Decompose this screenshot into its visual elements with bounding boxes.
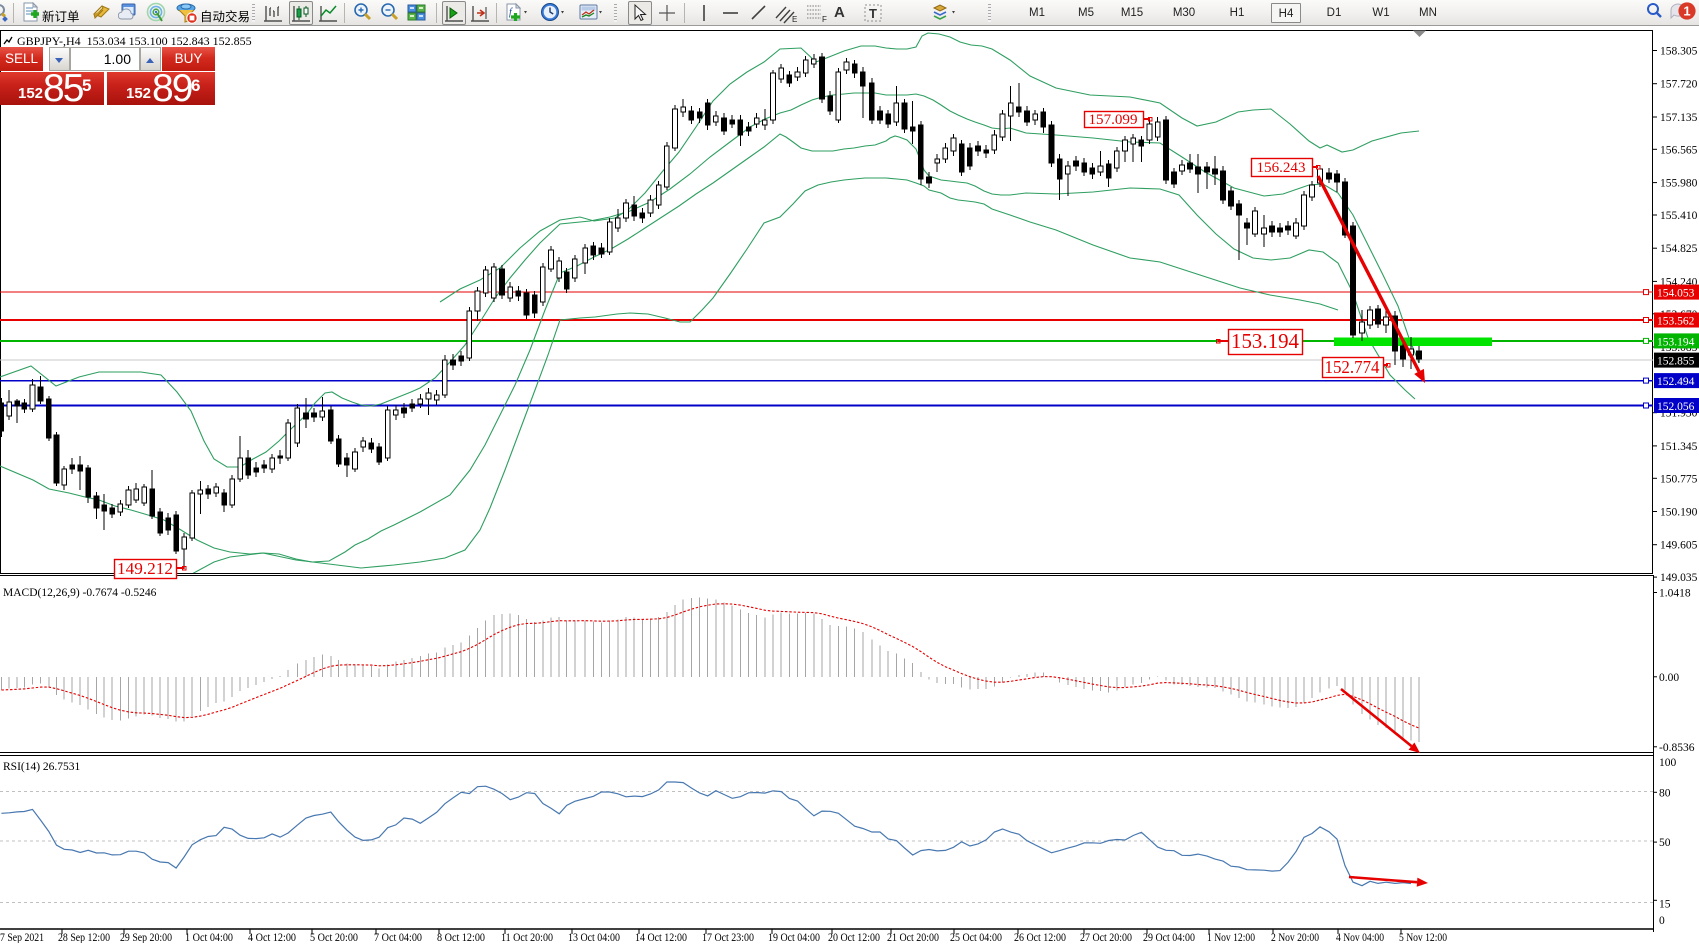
svg-text:T: T xyxy=(869,6,877,21)
svg-text:157.720: 157.720 xyxy=(1660,79,1698,91)
svg-text:156.565: 156.565 xyxy=(1660,144,1698,156)
svg-text:1: 1 xyxy=(1683,4,1690,19)
svg-text:157.135: 157.135 xyxy=(1660,112,1698,124)
svg-text:152.774: 152.774 xyxy=(1325,357,1380,377)
svg-text:5 Nov 12:00: 5 Nov 12:00 xyxy=(1399,932,1447,943)
svg-text:100: 100 xyxy=(1659,757,1677,769)
svg-text:154.053: 154.053 xyxy=(1657,288,1695,300)
svg-text:GBPJPY-,H4 153.034 153.100 15: GBPJPY-,H4 153.034 153.100 152.843 152.8… xyxy=(17,34,252,48)
svg-text:28 Sep 12:00: 28 Sep 12:00 xyxy=(58,932,110,943)
svg-text:25 Oct 04:00: 25 Oct 04:00 xyxy=(950,932,1002,943)
svg-text:149.035: 149.035 xyxy=(1660,572,1698,584)
svg-text:152.056: 152.056 xyxy=(1657,401,1695,413)
svg-text:0: 0 xyxy=(1659,915,1665,927)
svg-text:E: E xyxy=(792,15,797,24)
svg-text:MACD(12,26,9) -0.7674 -0.5246: MACD(12,26,9) -0.7674 -0.5246 xyxy=(3,587,157,599)
svg-text:156.243: 156.243 xyxy=(1257,160,1306,176)
svg-text:158.305: 158.305 xyxy=(1660,46,1698,58)
svg-text:f: f xyxy=(509,7,513,18)
svg-text:153.194: 153.194 xyxy=(1657,336,1695,348)
svg-text:26 Oct 12:00: 26 Oct 12:00 xyxy=(1014,932,1066,943)
svg-text:17 Oct 23:00: 17 Oct 23:00 xyxy=(702,932,754,943)
svg-text:153.562: 153.562 xyxy=(1657,316,1695,328)
svg-text:152.855: 152.855 xyxy=(1657,356,1695,368)
svg-text:13 Oct 04:00: 13 Oct 04:00 xyxy=(568,932,620,943)
svg-text:80: 80 xyxy=(1659,787,1671,799)
svg-text:155.410: 155.410 xyxy=(1660,210,1698,222)
svg-text:29 Oct 04:00: 29 Oct 04:00 xyxy=(1143,932,1195,943)
svg-text:19 Oct 04:00: 19 Oct 04:00 xyxy=(768,932,820,943)
svg-text:152.494: 152.494 xyxy=(1657,376,1695,388)
svg-text:5 Oct 20:00: 5 Oct 20:00 xyxy=(310,932,358,943)
svg-text:1 Oct 04:00: 1 Oct 04:00 xyxy=(185,932,233,943)
svg-text:7 Sep 2021: 7 Sep 2021 xyxy=(0,932,44,943)
svg-text:27 Oct 20:00: 27 Oct 20:00 xyxy=(1080,932,1132,943)
svg-text:0.00: 0.00 xyxy=(1659,672,1679,684)
svg-text:151.345: 151.345 xyxy=(1660,441,1698,453)
svg-text:149.212: 149.212 xyxy=(117,559,173,578)
svg-text:14 Oct 12:00: 14 Oct 12:00 xyxy=(635,932,687,943)
svg-text:11 Oct 20:00: 11 Oct 20:00 xyxy=(501,932,553,943)
svg-text:29 Sep 20:00: 29 Sep 20:00 xyxy=(120,932,172,943)
svg-text:4 Oct 12:00: 4 Oct 12:00 xyxy=(248,932,296,943)
svg-text:1.0418: 1.0418 xyxy=(1659,588,1691,600)
svg-text:8 Oct 12:00: 8 Oct 12:00 xyxy=(437,932,485,943)
svg-text:157.099: 157.099 xyxy=(1089,112,1138,128)
svg-text:150.775: 150.775 xyxy=(1660,473,1698,485)
svg-text:155.980: 155.980 xyxy=(1660,178,1698,190)
svg-text:153.194: 153.194 xyxy=(1231,329,1299,353)
svg-text:2 Nov 20:00: 2 Nov 20:00 xyxy=(1271,932,1319,943)
svg-text:RSI(14) 26.7531: RSI(14) 26.7531 xyxy=(3,761,81,773)
svg-text:150.190: 150.190 xyxy=(1660,507,1698,519)
svg-text:21 Oct 20:00: 21 Oct 20:00 xyxy=(887,932,939,943)
svg-text:15: 15 xyxy=(1659,898,1671,910)
svg-text:1 Nov 12:00: 1 Nov 12:00 xyxy=(1207,932,1255,943)
svg-text:F: F xyxy=(822,15,827,24)
svg-text:149.605: 149.605 xyxy=(1660,540,1698,552)
svg-text:50: 50 xyxy=(1659,837,1671,849)
svg-text:20 Oct 12:00: 20 Oct 12:00 xyxy=(828,932,880,943)
svg-text:4 Nov 04:00: 4 Nov 04:00 xyxy=(1336,932,1384,943)
svg-text:-0.8536: -0.8536 xyxy=(1659,742,1695,754)
svg-text:154.825: 154.825 xyxy=(1660,243,1698,255)
svg-text:7 Oct 04:00: 7 Oct 04:00 xyxy=(374,932,422,943)
